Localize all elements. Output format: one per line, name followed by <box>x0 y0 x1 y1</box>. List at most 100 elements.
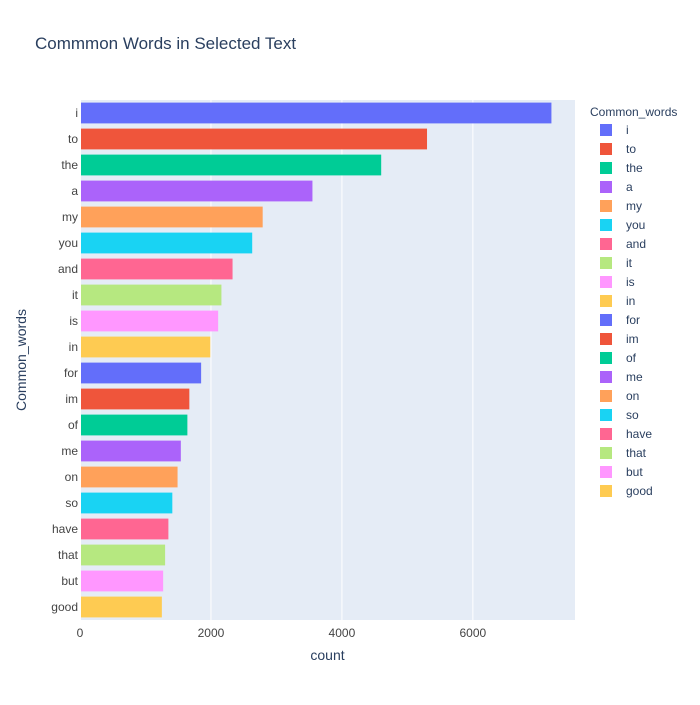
x-tick-label: 2000 <box>198 626 225 640</box>
legend-label: that <box>626 446 647 460</box>
bar-im[interactable] <box>80 388 190 410</box>
legend-swatch <box>600 238 612 250</box>
bar-it[interactable] <box>80 284 222 306</box>
y-tick-label: the <box>61 158 78 172</box>
legend-item-you[interactable]: you <box>600 218 645 232</box>
legend-swatch <box>600 124 612 136</box>
legend-item-on[interactable]: on <box>600 389 639 403</box>
legend-item-but[interactable]: but <box>600 465 643 479</box>
legend-swatch <box>600 314 612 326</box>
legend-item-good[interactable]: good <box>600 484 653 498</box>
legend-swatch <box>600 466 612 478</box>
legend-label: the <box>626 161 643 175</box>
y-axis-title: Common_words <box>13 309 29 411</box>
legend-label: my <box>626 199 642 213</box>
legend-swatch <box>600 219 612 231</box>
chart-title: Commmon Words in Selected Text <box>35 34 297 53</box>
legend-swatch <box>600 295 612 307</box>
legend-item-to[interactable]: to <box>600 142 636 156</box>
y-tick-label: a <box>71 184 78 198</box>
legend-item-in[interactable]: in <box>600 294 635 308</box>
bar-of[interactable] <box>80 414 188 436</box>
legend-label: have <box>626 427 652 441</box>
y-tick-label: me <box>61 444 78 458</box>
y-tick-label: is <box>69 314 78 328</box>
legend-label: so <box>626 408 639 422</box>
legend-label: on <box>626 389 639 403</box>
y-tick-label: good <box>51 600 78 614</box>
legend-swatch <box>600 181 612 193</box>
legend-item-and[interactable]: and <box>600 237 646 251</box>
bar-the[interactable] <box>80 154 382 176</box>
legend-item-is[interactable]: is <box>600 275 635 289</box>
legend-label: good <box>626 484 653 498</box>
legend-item-that[interactable]: that <box>600 446 647 460</box>
x-tick-label: 4000 <box>329 626 356 640</box>
legend-swatch <box>600 428 612 440</box>
y-tick-label: you <box>59 236 78 250</box>
y-tick-label: my <box>62 210 78 224</box>
legend-label: im <box>626 332 639 346</box>
legend-swatch <box>600 390 612 402</box>
y-tick-label: on <box>65 470 78 484</box>
legend-label: in <box>626 294 635 308</box>
legend-item-a[interactable]: a <box>600 180 633 194</box>
legend-swatch <box>600 371 612 383</box>
bar-i[interactable] <box>80 102 552 124</box>
legend-item-im[interactable]: im <box>600 332 639 346</box>
legend-swatch <box>600 447 612 459</box>
legend-swatch <box>600 409 612 421</box>
bar-in[interactable] <box>80 336 211 358</box>
legend-label: of <box>626 351 637 365</box>
legend-item-it[interactable]: it <box>600 256 633 270</box>
y-tick-label: of <box>68 418 79 432</box>
y-tick-label: i <box>75 106 78 120</box>
legend-item-my[interactable]: my <box>600 199 642 213</box>
legend-item-i[interactable]: i <box>600 123 629 137</box>
legend-title: Common_words <box>590 105 677 119</box>
y-tick-label: in <box>69 340 78 354</box>
legend-swatch <box>600 162 612 174</box>
y-tick-label: for <box>64 366 78 380</box>
bar-so[interactable] <box>80 492 173 514</box>
legend-swatch <box>600 257 612 269</box>
bar-good[interactable] <box>80 596 162 618</box>
x-tick-label: 6000 <box>460 626 487 640</box>
legend-label: and <box>626 237 646 251</box>
legend-swatch <box>600 333 612 345</box>
y-tick-label: so <box>65 496 78 510</box>
y-tick-label: and <box>58 262 78 276</box>
y-tick-label: have <box>52 522 78 536</box>
legend-label: is <box>626 275 635 289</box>
bar-is[interactable] <box>80 310 219 332</box>
legend-item-the[interactable]: the <box>600 161 643 175</box>
bar-and[interactable] <box>80 258 233 280</box>
y-tick-label: it <box>72 288 79 302</box>
bar-my[interactable] <box>80 206 263 228</box>
bar-but[interactable] <box>80 570 164 592</box>
bar-that[interactable] <box>80 544 166 566</box>
legend-label: for <box>626 313 640 327</box>
legend-item-me[interactable]: me <box>600 370 643 384</box>
bar-you[interactable] <box>80 232 253 254</box>
legend-label: it <box>626 256 633 270</box>
legend-item-so[interactable]: so <box>600 408 639 422</box>
y-tick-label: but <box>61 574 78 588</box>
bar-have[interactable] <box>80 518 169 540</box>
x-axis-title: count <box>310 647 344 663</box>
bar-me[interactable] <box>80 440 181 462</box>
legend-swatch <box>600 200 612 212</box>
bar-to[interactable] <box>80 128 428 150</box>
legend-swatch <box>600 143 612 155</box>
bar-a[interactable] <box>80 180 313 202</box>
legend-label: but <box>626 465 643 479</box>
legend-item-for[interactable]: for <box>600 313 640 327</box>
plot-background <box>80 100 575 620</box>
x-tick-label: 0 <box>77 626 84 640</box>
legend-item-have[interactable]: have <box>600 427 652 441</box>
legend-item-of[interactable]: of <box>600 351 637 365</box>
bar-for[interactable] <box>80 362 202 384</box>
bar-on[interactable] <box>80 466 178 488</box>
